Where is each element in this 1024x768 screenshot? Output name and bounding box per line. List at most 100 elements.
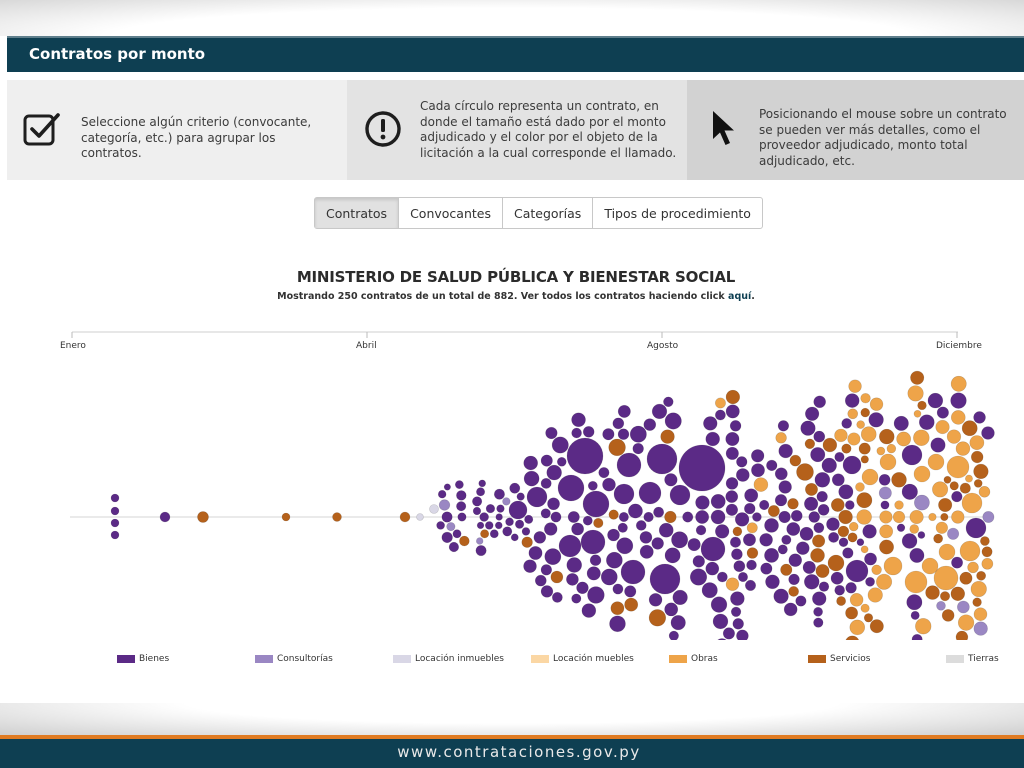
contract-bubble[interactable] xyxy=(544,548,562,565)
contract-bubble[interactable] xyxy=(861,468,879,486)
contract-bubble[interactable] xyxy=(580,529,606,555)
contract-bubble[interactable] xyxy=(624,597,639,612)
contract-bubble[interactable] xyxy=(957,614,975,631)
contract-bubble[interactable] xyxy=(775,432,787,444)
contract-bubble[interactable] xyxy=(972,597,982,607)
contract-bubble[interactable] xyxy=(701,582,718,599)
contract-bubble[interactable] xyxy=(689,568,708,586)
contract-bubble[interactable] xyxy=(547,497,560,511)
contract-bubble[interactable] xyxy=(705,561,720,576)
contract-bubble[interactable] xyxy=(472,496,483,507)
contract-bubble[interactable] xyxy=(281,512,291,522)
contract-bubble[interactable] xyxy=(845,559,869,583)
contract-bubble[interactable] xyxy=(847,408,859,420)
contract-bubble[interactable] xyxy=(514,519,525,529)
contract-bubble[interactable] xyxy=(610,601,625,616)
contract-bubble[interactable] xyxy=(951,490,963,503)
contract-bubble[interactable] xyxy=(725,477,739,490)
contract-bubble[interactable] xyxy=(841,443,852,454)
contract-bubble[interactable] xyxy=(710,509,726,525)
contract-bubble[interactable] xyxy=(496,504,505,513)
contract-bubble[interactable] xyxy=(856,509,872,525)
contract-bubble[interactable] xyxy=(502,526,513,537)
contract-bubble[interactable] xyxy=(973,411,986,424)
contract-bubble[interactable] xyxy=(973,621,988,636)
contract-bubble[interactable] xyxy=(742,533,756,547)
contract-bubble[interactable] xyxy=(617,404,631,418)
contract-bubble[interactable] xyxy=(788,573,800,586)
contract-bubble[interactable] xyxy=(981,557,994,570)
contract-bubble[interactable] xyxy=(813,430,826,443)
contract-bubble[interactable] xyxy=(586,566,601,581)
contract-bubble[interactable] xyxy=(915,618,932,635)
contract-bubble[interactable] xyxy=(672,589,688,606)
contract-bubble[interactable] xyxy=(744,502,756,515)
contract-bubble[interactable] xyxy=(544,522,558,536)
contract-bubble[interactable] xyxy=(695,510,710,524)
contract-bubble[interactable] xyxy=(493,488,505,500)
contract-bubble[interactable] xyxy=(879,524,894,539)
contract-bubble[interactable] xyxy=(860,407,870,418)
contract-bubble[interactable] xyxy=(935,521,948,534)
contract-bubble[interactable] xyxy=(864,552,877,566)
contract-bubble[interactable] xyxy=(808,511,820,523)
contract-bubble[interactable] xyxy=(607,528,620,542)
contract-bubble[interactable] xyxy=(860,603,870,613)
contract-bubble[interactable] xyxy=(550,570,564,584)
contract-bubble[interactable] xyxy=(110,518,120,528)
contract-bubble[interactable] xyxy=(950,392,967,409)
contract-bubble[interactable] xyxy=(725,389,741,405)
contract-bubble[interactable] xyxy=(746,547,759,559)
contract-bubble[interactable] xyxy=(540,454,553,467)
contract-bubble[interactable] xyxy=(540,508,551,519)
contract-bubble[interactable] xyxy=(810,447,826,463)
contract-bubble[interactable] xyxy=(760,562,773,575)
contract-bubble[interactable] xyxy=(692,555,705,568)
contract-bubble[interactable] xyxy=(841,418,853,429)
contract-bubble[interactable] xyxy=(399,511,411,523)
contract-bubble[interactable] xyxy=(778,443,793,459)
contract-bubble[interactable] xyxy=(802,560,816,574)
contract-bubble[interactable] xyxy=(617,428,630,440)
contract-bubble[interactable] xyxy=(973,479,983,488)
contract-bubble[interactable] xyxy=(669,484,691,506)
contract-bubble[interactable] xyxy=(813,617,824,628)
contract-bubble[interactable] xyxy=(842,547,854,559)
contract-bubble[interactable] xyxy=(933,565,959,591)
contract-bubble[interactable] xyxy=(582,426,595,438)
contract-bubble[interactable] xyxy=(567,511,580,523)
contract-bubble[interactable] xyxy=(878,473,891,486)
contract-bubble[interactable] xyxy=(845,582,857,594)
contract-bubble[interactable] xyxy=(737,571,749,583)
contract-bubble[interactable] xyxy=(796,463,814,481)
contract-bubble[interactable] xyxy=(649,563,681,595)
contract-bubble[interactable] xyxy=(710,596,728,613)
contract-bubble[interactable] xyxy=(608,509,619,520)
contract-bubble[interactable] xyxy=(710,493,726,509)
contract-bubble[interactable] xyxy=(831,473,845,487)
contract-bubble[interactable] xyxy=(751,463,765,478)
contract-bubble[interactable] xyxy=(159,511,171,523)
contract-bubble[interactable] xyxy=(715,524,730,539)
contract-bubble[interactable] xyxy=(729,420,742,432)
contract-bubble[interactable] xyxy=(110,493,120,503)
contract-bubble[interactable] xyxy=(856,492,873,509)
contract-bubble[interactable] xyxy=(454,480,464,490)
contract-bubble[interactable] xyxy=(957,600,970,614)
contract-bubble[interactable] xyxy=(700,536,726,562)
see-all-link[interactable]: aquí xyxy=(728,291,752,302)
contract-bubble[interactable] xyxy=(951,556,964,569)
contract-bubble[interactable] xyxy=(540,585,554,598)
contract-bubble[interactable] xyxy=(521,527,531,536)
contract-bubble[interactable] xyxy=(965,517,987,539)
contract-bubble[interactable] xyxy=(639,531,653,544)
contract-bubble[interactable] xyxy=(856,538,865,547)
contract-bubble[interactable] xyxy=(332,512,342,522)
contract-bubble[interactable] xyxy=(938,497,953,513)
contract-bubble[interactable] xyxy=(551,436,569,454)
contract-bubble[interactable] xyxy=(635,520,647,531)
contract-bubble[interactable] xyxy=(930,437,946,453)
contract-bubble[interactable] xyxy=(767,505,780,517)
contract-bubble[interactable] xyxy=(670,615,686,631)
contract-bubble[interactable] xyxy=(939,591,951,602)
